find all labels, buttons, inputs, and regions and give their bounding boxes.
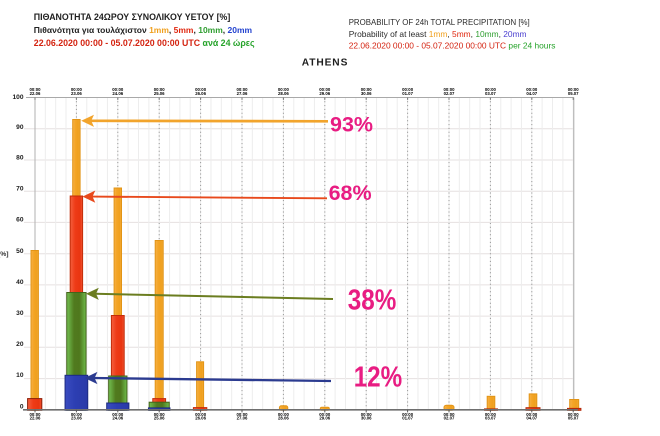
svg-text:04.07: 04.07: [526, 91, 537, 96]
svg-text:00:00: 00:00: [319, 87, 331, 92]
svg-text:00:00: 00:00: [526, 87, 538, 92]
svg-text:00:00: 00:00: [30, 87, 42, 92]
svg-text:28.06: 28.06: [278, 416, 289, 421]
svg-text:00:00: 00:00: [71, 412, 83, 417]
svg-text:00:00: 00:00: [402, 412, 414, 417]
svg-text:05.07: 05.07: [568, 91, 579, 96]
svg-text:25.06: 25.06: [154, 91, 165, 96]
svg-text:22.06: 22.06: [30, 416, 41, 421]
svg-text:01.07: 01.07: [402, 416, 413, 421]
svg-text:23.06: 23.06: [71, 91, 82, 96]
svg-text:22.06.2020 00:00 - 05.07.2020: 22.06.2020 00:00 - 05.07.2020 00:00 UTC …: [34, 38, 255, 48]
svg-text:00:00: 00:00: [195, 412, 207, 417]
svg-text:00:00: 00:00: [361, 412, 373, 417]
svg-text:00:00: 00:00: [278, 412, 290, 417]
svg-text:26.06: 26.06: [195, 416, 206, 421]
svg-text:00:00: 00:00: [154, 412, 166, 417]
svg-text:29.06: 29.06: [319, 91, 330, 96]
svg-text:30.06: 30.06: [361, 91, 372, 96]
svg-text:Πιθανότητα για τουλάχιστον 1mm: Πιθανότητα για τουλάχιστον 1mm, 5mm, 10m…: [34, 25, 253, 35]
svg-text:00:00: 00:00: [195, 87, 207, 92]
svg-text:00:00: 00:00: [154, 87, 166, 92]
svg-text:[%]: [%]: [0, 251, 9, 258]
svg-text:Probability of at least 1mm, 5: Probability of at least 1mm, 5mm, 10mm, …: [349, 29, 527, 39]
svg-text:05.07: 05.07: [568, 416, 579, 421]
svg-text:90: 90: [16, 124, 24, 131]
svg-text:93%: 93%: [330, 112, 373, 136]
svg-text:22.06.2020 00:00 - 05.07.2020: 22.06.2020 00:00 - 05.07.2020 00:00 UTC …: [349, 40, 556, 50]
svg-text:50: 50: [16, 248, 24, 255]
svg-text:00:00: 00:00: [568, 87, 580, 92]
svg-text:80: 80: [16, 155, 24, 162]
svg-text:60: 60: [16, 217, 24, 224]
svg-text:27.06: 27.06: [237, 91, 248, 96]
svg-text:40: 40: [16, 279, 24, 286]
svg-text:00:00: 00:00: [278, 87, 290, 92]
svg-text:00:00: 00:00: [319, 412, 331, 417]
svg-text:00:00: 00:00: [361, 87, 373, 92]
svg-text:23.06: 23.06: [71, 416, 82, 421]
svg-text:30: 30: [16, 310, 24, 317]
svg-text:00:00: 00:00: [526, 412, 538, 417]
svg-text:12%: 12%: [354, 361, 403, 393]
svg-text:03.07: 03.07: [485, 416, 496, 421]
svg-text:24.06: 24.06: [112, 91, 123, 96]
svg-text:10: 10: [16, 372, 24, 379]
svg-text:02.07: 02.07: [444, 91, 455, 96]
svg-text:01.07: 01.07: [402, 91, 413, 96]
svg-text:02.07: 02.07: [444, 416, 455, 421]
svg-text:28.06: 28.06: [278, 91, 289, 96]
svg-text:00:00: 00:00: [485, 87, 497, 92]
svg-text:00:00: 00:00: [237, 87, 249, 92]
svg-text:20: 20: [16, 341, 24, 348]
svg-text:00:00: 00:00: [402, 87, 414, 92]
svg-text:27.06: 27.06: [237, 416, 248, 421]
svg-text:PROBABILITY OF 24h TOTAL PRECI: PROBABILITY OF 24h TOTAL PRECIPITATION […: [349, 17, 530, 27]
svg-text:24.06: 24.06: [112, 416, 123, 421]
svg-text:00:00: 00:00: [568, 412, 580, 417]
svg-text:38%: 38%: [348, 285, 397, 317]
svg-text:26.06: 26.06: [195, 91, 206, 96]
svg-text:00:00: 00:00: [71, 87, 83, 92]
svg-text:03.07: 03.07: [485, 91, 496, 96]
svg-text:ATHENS: ATHENS: [302, 57, 349, 68]
svg-text:30.06: 30.06: [361, 416, 372, 421]
svg-text:00:00: 00:00: [485, 412, 497, 417]
svg-text:00:00: 00:00: [237, 412, 249, 417]
svg-text:04.07: 04.07: [526, 416, 537, 421]
svg-text:00:00: 00:00: [444, 87, 456, 92]
svg-text:68%: 68%: [329, 181, 372, 205]
svg-text:100: 100: [12, 94, 23, 101]
svg-text:00:00: 00:00: [112, 412, 124, 417]
svg-text:22.06: 22.06: [30, 91, 41, 96]
svg-text:25.06: 25.06: [154, 416, 165, 421]
svg-text:00:00: 00:00: [444, 412, 456, 417]
svg-text:0: 0: [20, 404, 24, 411]
svg-text:ΠΙΘΑΝΟΤΗΤΑ 24ΩΡΟΥ ΣΥΝΟΛΙΚΟΥ ΥΕ: ΠΙΘΑΝΟΤΗΤΑ 24ΩΡΟΥ ΣΥΝΟΛΙΚΟΥ ΥΕΤΟΥ [%]: [34, 12, 231, 22]
svg-text:29.06: 29.06: [319, 416, 330, 421]
svg-text:00:00: 00:00: [30, 412, 42, 417]
svg-text:00:00: 00:00: [112, 87, 124, 92]
svg-text:70: 70: [16, 186, 24, 193]
